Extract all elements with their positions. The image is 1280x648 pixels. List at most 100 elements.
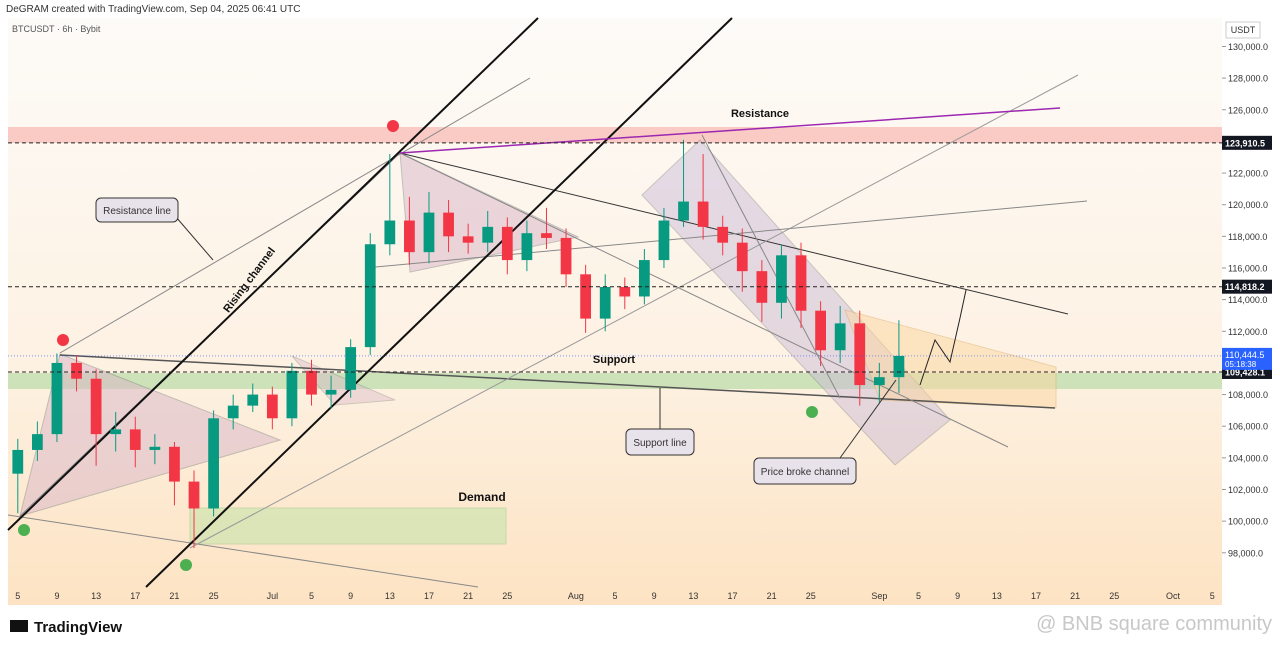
trend-line — [7, 514, 479, 588]
trend-line — [189, 74, 1079, 549]
y-tick-label: 108,000.0 — [1228, 390, 1268, 400]
candle-body — [678, 201, 689, 221]
y-tick-label: 128,000.0 — [1228, 74, 1268, 84]
y-tick-label: 130,000.0 — [1228, 42, 1268, 52]
support-line — [59, 354, 1056, 409]
x-tick-label: 13 — [688, 591, 698, 601]
x-tick-label: Aug — [568, 591, 584, 601]
x-tick-label: 13 — [992, 591, 1002, 601]
pivot-low — [18, 524, 30, 536]
x-tick-label: 21 — [169, 591, 179, 601]
x-tick-label: 5 — [916, 591, 921, 601]
pivot-high — [387, 120, 399, 132]
level-label: 109,428.1 — [1225, 367, 1265, 377]
triangle — [399, 152, 580, 273]
candle-body — [560, 237, 572, 275]
candle-body — [71, 362, 82, 379]
callouts — [95, 197, 897, 485]
level-label: 123,910.5 — [1225, 138, 1265, 148]
candle-body — [834, 323, 846, 351]
last-price-label: 110,444.5 — [1225, 350, 1264, 360]
x-tick-label: 9 — [955, 591, 960, 601]
x-tick-label: 17 — [130, 591, 140, 601]
symbol: BTCUSDT · 6h · Bybit — [12, 24, 101, 34]
annotation: Demand — [458, 490, 505, 504]
candle-body — [717, 226, 729, 243]
pivots — [18, 120, 818, 571]
y-tick-label: 102,000.0 — [1228, 485, 1268, 495]
resistance-zone — [8, 127, 1222, 143]
x-tick-label: 13 — [91, 591, 101, 601]
x-tick-label: 5 — [309, 591, 314, 601]
resistance-line — [399, 107, 1061, 154]
callout-text: Price broke channel — [761, 467, 849, 478]
x-tick-label: 21 — [1070, 591, 1080, 601]
candle-body — [795, 255, 807, 311]
candle-body — [776, 255, 787, 303]
x-tick-label: 5 — [612, 591, 617, 601]
pivot-high — [57, 334, 69, 346]
callout — [95, 197, 179, 223]
projection — [919, 289, 967, 386]
candle-body — [325, 389, 337, 395]
candle-body — [227, 405, 239, 419]
callout-text: Support line — [633, 438, 687, 449]
footer — [0, 606, 1280, 648]
y-tick-label: 122,000.0 — [1228, 169, 1268, 179]
logo-mark — [10, 620, 28, 632]
candle-body — [854, 323, 866, 386]
trend-line — [59, 77, 531, 354]
candle-body — [208, 418, 219, 509]
x-tick-label: 17 — [424, 591, 434, 601]
candle-body — [482, 226, 494, 243]
x-tick-label: 9 — [652, 591, 657, 601]
candle-body — [423, 212, 435, 253]
logo: TradingView — [34, 619, 122, 636]
candle-body — [619, 286, 631, 297]
candle-body — [129, 429, 141, 450]
candle-body — [541, 233, 552, 238]
x-tick-label: 13 — [385, 591, 395, 601]
price-axis — [1222, 18, 1280, 605]
x-tick-label: 17 — [1031, 591, 1041, 601]
y-tick-label: 106,000.0 — [1228, 422, 1268, 432]
annotation: Resistance — [731, 108, 789, 120]
last-price-tag — [1222, 347, 1272, 370]
callout-pointer — [839, 379, 897, 459]
y-tick-label: 100,000.0 — [1228, 517, 1268, 527]
trend-line — [701, 134, 841, 399]
y-tick-label: 120,000.0 — [1228, 200, 1268, 210]
candle-body — [110, 429, 122, 435]
annotation: Support — [593, 354, 635, 366]
candle-body — [247, 394, 259, 406]
callout — [753, 457, 857, 485]
pivot-low — [806, 406, 818, 418]
candle-body — [736, 242, 748, 272]
callout-text: Resistance line — [103, 206, 171, 217]
candle-body — [599, 286, 611, 319]
x-tick-label: 21 — [767, 591, 777, 601]
candle-body — [364, 244, 376, 348]
x-tick-label: 25 — [502, 591, 512, 601]
x-tick-label: 17 — [727, 591, 737, 601]
candle-body — [404, 220, 415, 253]
candle-body — [306, 370, 317, 395]
level-tag — [1222, 135, 1272, 150]
level-tag — [1222, 279, 1272, 294]
candle-body — [12, 449, 24, 474]
x-tick-label: 5 — [1210, 591, 1215, 601]
candle-body — [501, 226, 513, 261]
y-tick-label: 112,000.0 — [1228, 327, 1267, 337]
candle-body — [51, 362, 63, 435]
candle-body — [815, 310, 826, 351]
candle-body — [658, 220, 670, 261]
header: DeGRAM created with TradingView.com, Sep… — [6, 4, 300, 15]
x-tick-label: 5 — [15, 591, 20, 601]
candle-body — [266, 394, 278, 419]
candle-body — [756, 271, 768, 303]
candle-body — [521, 233, 533, 261]
x-tick-label: Jul — [267, 591, 279, 601]
candle-body — [188, 481, 200, 509]
